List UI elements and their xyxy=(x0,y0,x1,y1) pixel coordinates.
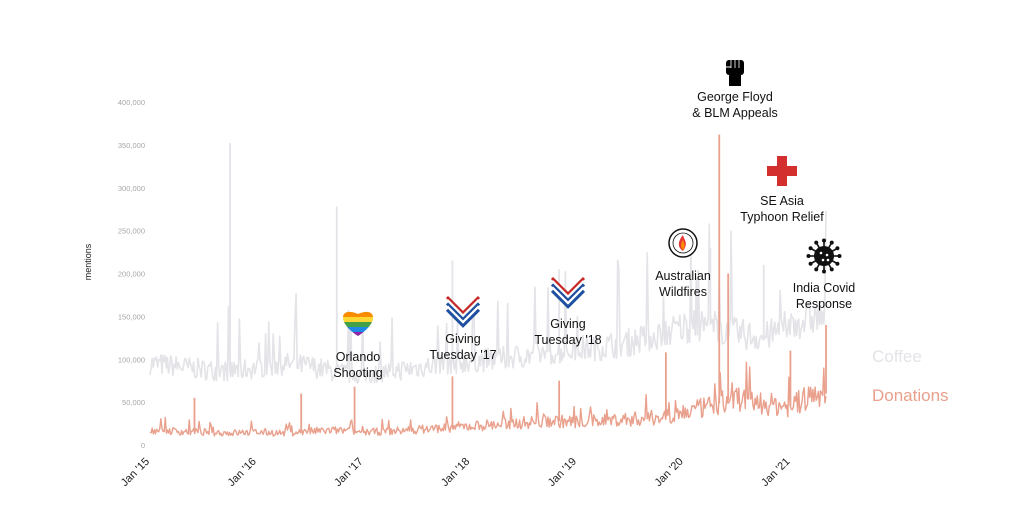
series-coffee xyxy=(149,143,827,384)
rainbow-heart-icon xyxy=(342,311,374,336)
annotation: Australian Wildfires xyxy=(655,228,711,299)
annotation-label: India Covid xyxy=(793,281,856,295)
y-tick-label: 400,000 xyxy=(118,98,145,107)
annotation-label: Australian xyxy=(655,269,711,283)
red-cross-icon xyxy=(767,156,797,186)
x-tick-label: Jan '17 xyxy=(332,456,365,489)
wildfire-foundation-seal-icon xyxy=(668,228,698,258)
annotation-label: Typhoon Relief xyxy=(740,210,824,224)
y-axis: 0 50,000 100,000 150,000 200,000 250,000 300,0… xyxy=(118,98,145,450)
giving-tuesday-icon xyxy=(445,295,481,328)
raised-fist-icon xyxy=(726,60,744,86)
y-tick-label: 300,000 xyxy=(118,184,145,193)
annotation-label: Giving xyxy=(445,332,480,346)
x-tick-label: Jan '16 xyxy=(226,456,259,489)
y-tick-label: 200,000 xyxy=(118,270,145,279)
x-tick-label: Jan '18 xyxy=(439,456,472,489)
legend-donations: Donations xyxy=(872,386,949,405)
series-line-coffee xyxy=(149,210,827,384)
virus-icon xyxy=(806,238,842,274)
legend-coffee: Coffee xyxy=(872,347,922,366)
y-tick-label: 250,000 xyxy=(118,227,145,236)
annotation-label: Response xyxy=(796,297,852,311)
x-tick-label: Jan '15 xyxy=(119,456,152,489)
x-axis: Jan '15 Jan '16 Jan '17 Jan '18 Jan '19 Jan '… xyxy=(119,456,793,489)
y-axis-label: mentions xyxy=(83,243,93,280)
annotation-label: SE Asia xyxy=(760,194,804,208)
y-tick-label: 100,000 xyxy=(118,355,145,364)
y-tick-label: 350,000 xyxy=(118,141,145,150)
annotation-label: & BLM Appeals xyxy=(692,106,777,120)
annotations: Orlando Shooting Giving Tuesday '17 Giving Tu… xyxy=(333,60,855,380)
y-tick-label: 50,000 xyxy=(122,398,145,407)
annotation-label: Giving xyxy=(550,317,585,331)
annotation-label: Tuesday '17 xyxy=(429,348,496,362)
series-donations xyxy=(149,134,827,437)
annotation-label: Shooting xyxy=(333,366,382,380)
legend: Coffee Donations xyxy=(872,347,949,405)
x-tick-label: Jan '21 xyxy=(759,456,792,489)
annotation-label: Wildfires xyxy=(659,285,707,299)
y-tick-label: 0 xyxy=(141,441,145,450)
annotation-label: Tuesday '18 xyxy=(534,333,601,347)
series-layer xyxy=(149,134,827,437)
y-tick-label: 150,000 xyxy=(118,312,145,321)
annotation-label: Orlando xyxy=(336,350,381,364)
annotation: Giving Tuesday '18 xyxy=(534,276,602,347)
giving-tuesday-icon xyxy=(550,276,586,309)
annotation: Orlando Shooting xyxy=(333,311,383,380)
x-tick-label: Jan '19 xyxy=(546,456,579,489)
annotation: George Floyd & BLM Appeals xyxy=(692,60,778,120)
series-line-donations xyxy=(149,361,827,437)
x-tick-label: Jan '20 xyxy=(652,456,685,489)
annotation: Giving Tuesday '17 xyxy=(429,295,497,362)
annotation: India Covid Response xyxy=(793,238,856,311)
annotation: SE Asia Typhoon Relief xyxy=(740,156,824,224)
annotation-label: George Floyd xyxy=(697,90,773,104)
